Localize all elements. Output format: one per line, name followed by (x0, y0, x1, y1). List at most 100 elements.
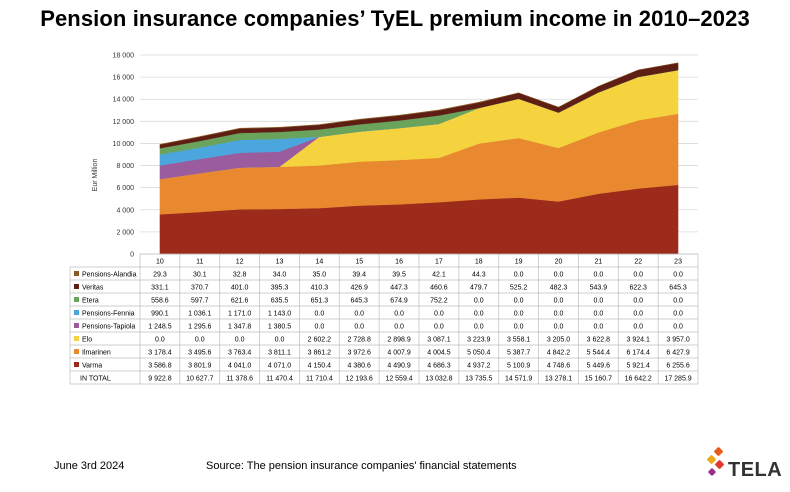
table-cell: 6 255.6 (666, 363, 689, 370)
table-cell: 0.0 (593, 324, 603, 331)
legend-label: IN TOTAL (80, 376, 111, 383)
legend-swatch (74, 284, 79, 289)
table-cell: 482.3 (550, 285, 568, 292)
table-cell: 558.6 (151, 298, 169, 305)
table-cell: 3 495.6 (188, 350, 211, 357)
table-cell: 17 285.9 (664, 376, 691, 383)
legend-label: Pensions-Alandia (82, 272, 137, 279)
x-tick-label: 13 (276, 259, 284, 266)
table-cell: 0.0 (673, 272, 683, 279)
legend-swatch (74, 336, 79, 341)
table-cell: 3 972.6 (348, 350, 371, 357)
table-cell: 460.6 (430, 285, 448, 292)
legend-swatch (74, 323, 79, 328)
y-tick-label: 2 000 (116, 229, 134, 236)
table-cell: 0.0 (593, 298, 603, 305)
table-cell: 401.0 (231, 285, 249, 292)
table-cell: 1 380.5 (268, 324, 291, 331)
legend-label: Elo (82, 337, 92, 344)
table-cell: 0.0 (514, 324, 524, 331)
x-tick-label: 11 (196, 259, 203, 266)
table-cell: 3 178.4 (148, 350, 171, 357)
table-cell: 11 470.4 (266, 376, 293, 383)
table-cell: 0.0 (633, 324, 643, 331)
x-tick-label: 15 (355, 259, 363, 266)
table-cell: 35.0 (313, 272, 327, 279)
table-cell: 0.0 (554, 311, 564, 318)
table-cell: 5 544.4 (587, 350, 610, 357)
table-cell: 3 586.8 (148, 363, 171, 370)
table-cell: 1 036.1 (188, 311, 211, 318)
table-cell: 4 041.0 (228, 363, 251, 370)
legend-label: Ilmarinen (82, 350, 111, 357)
table-cell: 12 193.6 (346, 376, 373, 383)
table-cell: 410.3 (311, 285, 329, 292)
y-axis-label: Eur Million (92, 159, 99, 192)
table-cell: 12 559.4 (385, 376, 412, 383)
table-cell: 0.0 (633, 272, 643, 279)
table-cell: 4 380.6 (348, 363, 371, 370)
table-cell: 3 558.1 (507, 337, 530, 344)
x-tick-label: 19 (515, 259, 523, 266)
logo-dot (708, 468, 716, 476)
table-cell: 635.5 (271, 298, 289, 305)
y-tick-label: 18 000 (113, 53, 135, 60)
table-cell: 525.2 (510, 285, 528, 292)
table-cell: 0.0 (434, 311, 444, 318)
legend-swatch (74, 310, 79, 315)
table-cell: 0.0 (593, 311, 603, 318)
table-cell: 2 602.2 (308, 337, 331, 344)
table-cell: 395.3 (271, 285, 289, 292)
legend-label: Pensions-Fennia (82, 311, 135, 318)
table-cell: 6 174.4 (627, 350, 650, 357)
table-cell: 3 811.1 (268, 350, 291, 357)
table-cell: 0.0 (155, 337, 165, 344)
footer-source: Source: The pension insurance companies'… (206, 460, 517, 472)
table-cell: 1 347.8 (228, 324, 251, 331)
table-cell: 2 898.9 (387, 337, 410, 344)
y-axis: 0 2 000 4 000 6 000 8 000 10 000 12 000 14 000 1… (113, 53, 135, 259)
table-cell: 15 160.7 (585, 376, 612, 383)
table-cell: 10 627.7 (186, 376, 213, 383)
table-cell: 0.0 (314, 311, 324, 318)
table-cell: 30.1 (193, 272, 207, 279)
table-cell: 0.0 (554, 298, 564, 305)
table-cell: 651.3 (311, 298, 329, 305)
logo-dot (715, 460, 724, 469)
legend-label: Pensions-Tapiola (82, 324, 135, 331)
table-cell: 14 571.9 (505, 376, 532, 383)
table-cell: 44.3 (472, 272, 486, 279)
table-cell: 4 937.2 (467, 363, 490, 370)
table-cell: 0.0 (394, 311, 404, 318)
legend-swatch (74, 362, 79, 367)
x-tick-label: 16 (395, 259, 403, 266)
chart-title: Pension insurance companies’ TyEL premiu… (40, 6, 750, 31)
table-cell: 5 387.7 (507, 350, 530, 357)
table-cell: 4 071.0 (268, 363, 291, 370)
table-cell: 479.7 (470, 285, 488, 292)
table-cell: 13 032.8 (425, 376, 452, 383)
table-cell: 2 728.8 (348, 337, 371, 344)
x-tick-label: 20 (555, 259, 563, 266)
table-cell: 4 004.5 (427, 350, 450, 357)
table-cell: 674.9 (390, 298, 408, 305)
table-cell: 29.3 (153, 272, 167, 279)
table-cell: 645.3 (669, 285, 687, 292)
table-cell: 4 007.9 (387, 350, 410, 357)
table-cell: 3 957.0 (666, 337, 689, 344)
table-cell: 32.8 (233, 272, 247, 279)
legend-label: Veritas (82, 285, 104, 292)
table-cell: 597.7 (191, 298, 209, 305)
table-cell: 0.0 (434, 324, 444, 331)
table-cell: 1 248.5 (148, 324, 171, 331)
table-cell: 0.0 (314, 324, 324, 331)
stacked-areas (159, 62, 679, 255)
table-cell: 4 490.9 (387, 363, 410, 370)
table-cell: 0.0 (474, 311, 484, 318)
area-pensions-alandia (159, 62, 679, 145)
table-cell: 0.0 (554, 272, 564, 279)
table-cell: 426.9 (350, 285, 368, 292)
x-tick-label: 12 (236, 259, 244, 266)
table-cell: 752.2 (430, 298, 448, 305)
